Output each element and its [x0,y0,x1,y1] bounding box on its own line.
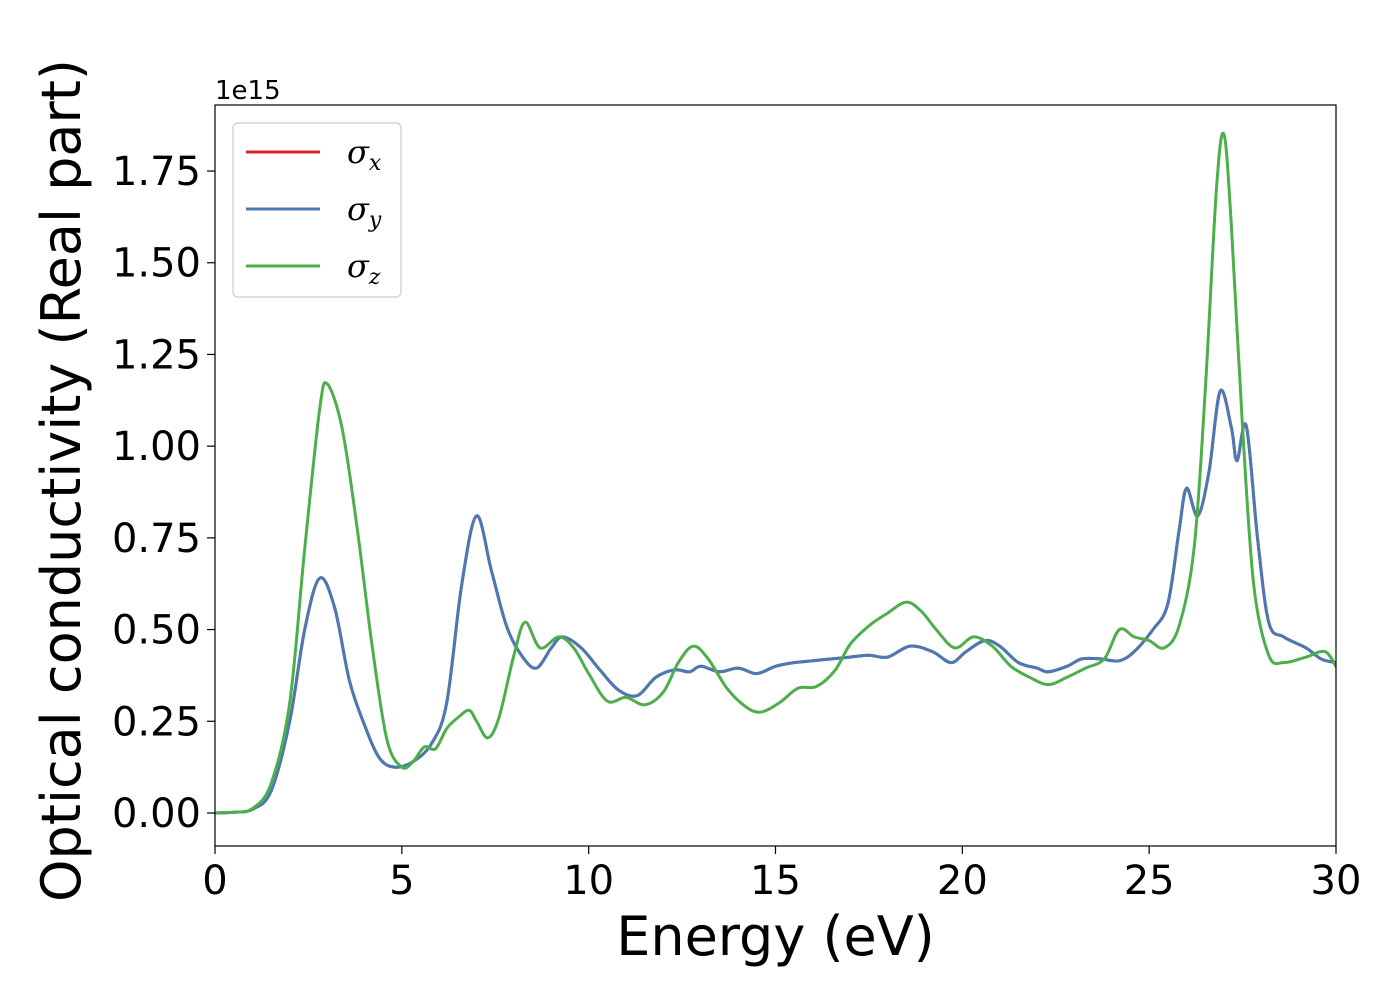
y-offset-label: 1e15 [215,76,281,106]
plot-frame [214,104,1337,847]
y-tick-label: 0.75 [112,516,201,562]
y-tick-label: 1.25 [112,332,201,378]
x-tick-label: 30 [1311,858,1362,904]
y-tick-label: 0.00 [112,791,201,837]
series-line-y [215,388,1336,815]
y-axis-title: Optical conductivity (Real part) [30,59,93,902]
x-tick-label: 10 [563,858,614,904]
y-tick-label: 0.50 [112,608,201,654]
series-line-z [215,131,1336,815]
y-tick-label: 1.50 [112,241,201,287]
y-tick-label: 0.25 [112,699,201,745]
x-tick-label: 0 [202,858,227,904]
x-tick-label: 15 [750,858,801,904]
x-tick-label: 5 [389,858,414,904]
x-axis-title: Energy (eV) [616,905,935,968]
plot-series [215,131,1336,815]
y-tick-label: 1.00 [112,424,201,470]
y-tick-label: 1.75 [112,149,201,195]
x-tick-label: 25 [1124,858,1175,904]
x-tick-label: 20 [937,858,988,904]
y-axis-ticks: 0.00 0.25 0.50 0.75 1.00 1.25 1.50 1.75 [112,149,215,837]
x-axis-ticks: 0 5 10 15 20 25 30 [202,846,1361,904]
